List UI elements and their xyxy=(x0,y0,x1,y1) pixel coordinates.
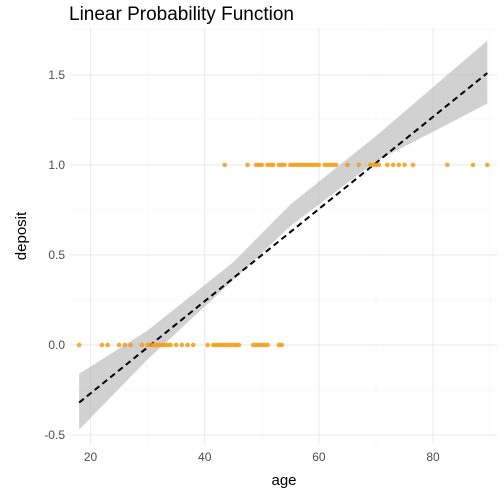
confidence-band xyxy=(79,40,488,430)
data-point xyxy=(116,342,122,348)
y-tick-label: -0.5 xyxy=(44,428,65,442)
data-point xyxy=(356,162,362,168)
points-layer xyxy=(76,162,490,348)
data-point xyxy=(333,162,339,168)
data-point xyxy=(191,342,196,348)
confidence-band-layer xyxy=(79,40,488,430)
data-point xyxy=(245,162,250,168)
data-point xyxy=(376,162,382,168)
data-point xyxy=(470,162,476,168)
x-tick-label: 40 xyxy=(198,450,212,464)
data-point xyxy=(345,162,350,168)
data-point xyxy=(259,162,265,168)
data-point xyxy=(402,162,407,168)
data-point xyxy=(105,342,110,348)
data-point xyxy=(279,342,285,348)
x-axis-title: age xyxy=(271,472,296,489)
data-point xyxy=(139,342,145,348)
y-axis-ticks: -0.5 0.0 0.5 1.0 1.5 xyxy=(44,68,65,442)
y-tick-label: 1.0 xyxy=(48,158,65,172)
y-tick-label: 0.0 xyxy=(48,338,65,352)
data-point xyxy=(282,162,287,168)
x-tick-label: 60 xyxy=(312,450,326,464)
data-point xyxy=(168,342,173,348)
data-point xyxy=(205,342,210,348)
x-tick-label: 80 xyxy=(426,450,440,464)
data-point xyxy=(270,162,276,168)
fit-line-layer xyxy=(78,72,488,404)
data-point xyxy=(222,162,228,168)
y-tick-label: 0.5 xyxy=(48,248,65,262)
data-point xyxy=(236,342,242,348)
chart-title: Linear Probability Function xyxy=(69,4,294,25)
data-point xyxy=(445,162,450,168)
data-point xyxy=(390,162,396,168)
data-point xyxy=(316,162,322,168)
data-point xyxy=(265,342,270,348)
data-point xyxy=(179,342,185,348)
fit-line xyxy=(78,72,488,404)
data-point xyxy=(396,162,402,168)
y-axis-title: deposit xyxy=(13,211,30,260)
data-point xyxy=(385,162,390,168)
x-tick-label: 20 xyxy=(84,450,98,464)
data-point xyxy=(99,342,105,348)
data-point xyxy=(173,342,179,348)
y-tick-label: 1.5 xyxy=(48,68,65,82)
data-point xyxy=(76,342,82,348)
data-point xyxy=(185,342,190,348)
data-point xyxy=(410,162,416,168)
data-point xyxy=(128,342,133,348)
x-axis-ticks: 20 40 60 80 xyxy=(84,450,440,464)
data-point xyxy=(122,342,128,348)
data-point xyxy=(484,162,490,168)
